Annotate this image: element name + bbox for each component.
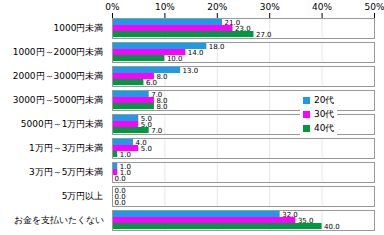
- svg-text:3000円～5000円未満: 3000円～5000円未満: [13, 95, 104, 105]
- svg-text:0%: 0%: [105, 2, 120, 12]
- svg-text:0.0: 0.0: [115, 175, 126, 183]
- svg-text:6.0: 6.0: [146, 79, 157, 87]
- svg-text:5.0: 5.0: [141, 121, 152, 129]
- svg-text:1000円～2000円未満: 1000円～2000円未満: [13, 47, 104, 57]
- svg-text:7.0: 7.0: [151, 127, 162, 135]
- svg-text:18.0: 18.0: [209, 43, 225, 51]
- svg-text:14.0: 14.0: [188, 49, 204, 57]
- svg-text:0.0: 0.0: [114, 186, 126, 195]
- svg-text:27.0: 27.0: [256, 31, 272, 39]
- svg-text:10.0: 10.0: [167, 55, 183, 63]
- svg-text:30%: 30%: [260, 2, 280, 12]
- svg-text:2000円～3000円未満: 2000円～3000円未満: [13, 71, 104, 81]
- html-text:40代: 40代: [314, 123, 335, 133]
- html-text:30代: 30代: [314, 109, 335, 119]
- svg-text:1.0: 1.0: [119, 168, 131, 177]
- svg-text:4.0: 4.0: [135, 138, 147, 147]
- svg-text:35.0: 35.0: [298, 217, 314, 225]
- svg-text:0.0: 0.0: [115, 199, 126, 207]
- svg-text:1.0: 1.0: [119, 162, 131, 171]
- svg-text:40%: 40%: [312, 2, 332, 12]
- svg-text:23.0: 23.0: [235, 25, 251, 33]
- svg-text:21.0: 21.0: [224, 18, 241, 27]
- svg-text:5.0: 5.0: [141, 145, 152, 153]
- html-text:20代: 20代: [314, 95, 335, 105]
- svg-text:5万円以上: 5万円以上: [62, 191, 104, 201]
- svg-text:1.0: 1.0: [120, 151, 131, 159]
- svg-text:1000円未満: 1000円未満: [54, 23, 104, 33]
- svg-text:お金を支払いたくない: お金を支払いたくない: [14, 215, 104, 225]
- svg-text:8.0: 8.0: [156, 96, 168, 105]
- svg-text:10%: 10%: [155, 2, 175, 12]
- svg-text:32.0: 32.0: [282, 211, 298, 219]
- svg-text:8.0: 8.0: [156, 103, 167, 111]
- svg-text:50%: 50%: [364, 2, 384, 12]
- svg-text:5000円～1万円未満: 5000円～1万円未満: [21, 119, 104, 129]
- svg-text:13.0: 13.0: [183, 67, 199, 75]
- svg-text:5.0: 5.0: [140, 114, 152, 123]
- svg-text:1万円～3万円未満: 1万円～3万円未満: [29, 143, 103, 153]
- svg-text:40.0: 40.0: [324, 223, 340, 231]
- svg-text:8.0: 8.0: [156, 73, 167, 81]
- svg-text:20%: 20%: [207, 2, 227, 12]
- svg-text:3万円～5万円未満: 3万円～5万円未満: [29, 167, 103, 177]
- svg-text:7.0: 7.0: [151, 90, 163, 99]
- svg-text:0.0: 0.0: [114, 192, 126, 201]
